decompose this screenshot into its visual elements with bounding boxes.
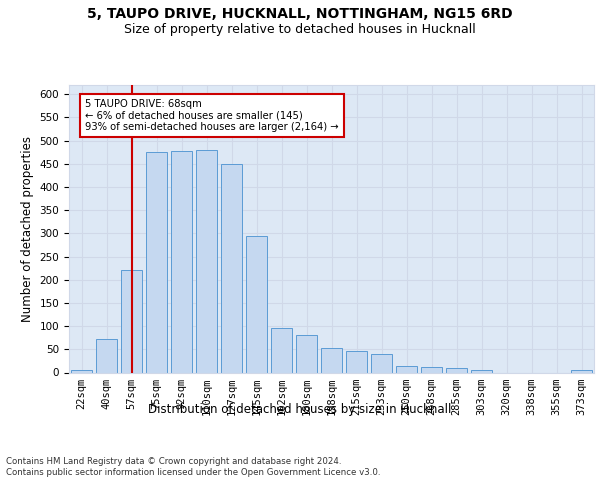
- Bar: [171, 152, 192, 372]
- Bar: [96, 339, 117, 372]
- Bar: [371, 354, 392, 372]
- Bar: [296, 336, 317, 372]
- Text: Size of property relative to detached houses in Hucknall: Size of property relative to detached ho…: [124, 22, 476, 36]
- Bar: [571, 370, 592, 372]
- Bar: [346, 351, 367, 372]
- Bar: [271, 328, 292, 372]
- Bar: [321, 348, 342, 372]
- Bar: [121, 270, 142, 372]
- Bar: [471, 370, 492, 372]
- Y-axis label: Number of detached properties: Number of detached properties: [21, 136, 34, 322]
- Bar: [71, 370, 92, 372]
- Text: Contains HM Land Registry data © Crown copyright and database right 2024.
Contai: Contains HM Land Registry data © Crown c…: [6, 458, 380, 477]
- Bar: [196, 150, 217, 372]
- Bar: [421, 367, 442, 372]
- Bar: [246, 236, 267, 372]
- Bar: [146, 152, 167, 372]
- Text: 5 TAUPO DRIVE: 68sqm
← 6% of detached houses are smaller (145)
93% of semi-detac: 5 TAUPO DRIVE: 68sqm ← 6% of detached ho…: [85, 99, 339, 132]
- Text: 5, TAUPO DRIVE, HUCKNALL, NOTTINGHAM, NG15 6RD: 5, TAUPO DRIVE, HUCKNALL, NOTTINGHAM, NG…: [87, 8, 513, 22]
- Bar: [446, 368, 467, 372]
- Bar: [221, 164, 242, 372]
- Text: Distribution of detached houses by size in Hucknall: Distribution of detached houses by size …: [148, 402, 452, 415]
- Bar: [396, 366, 417, 372]
